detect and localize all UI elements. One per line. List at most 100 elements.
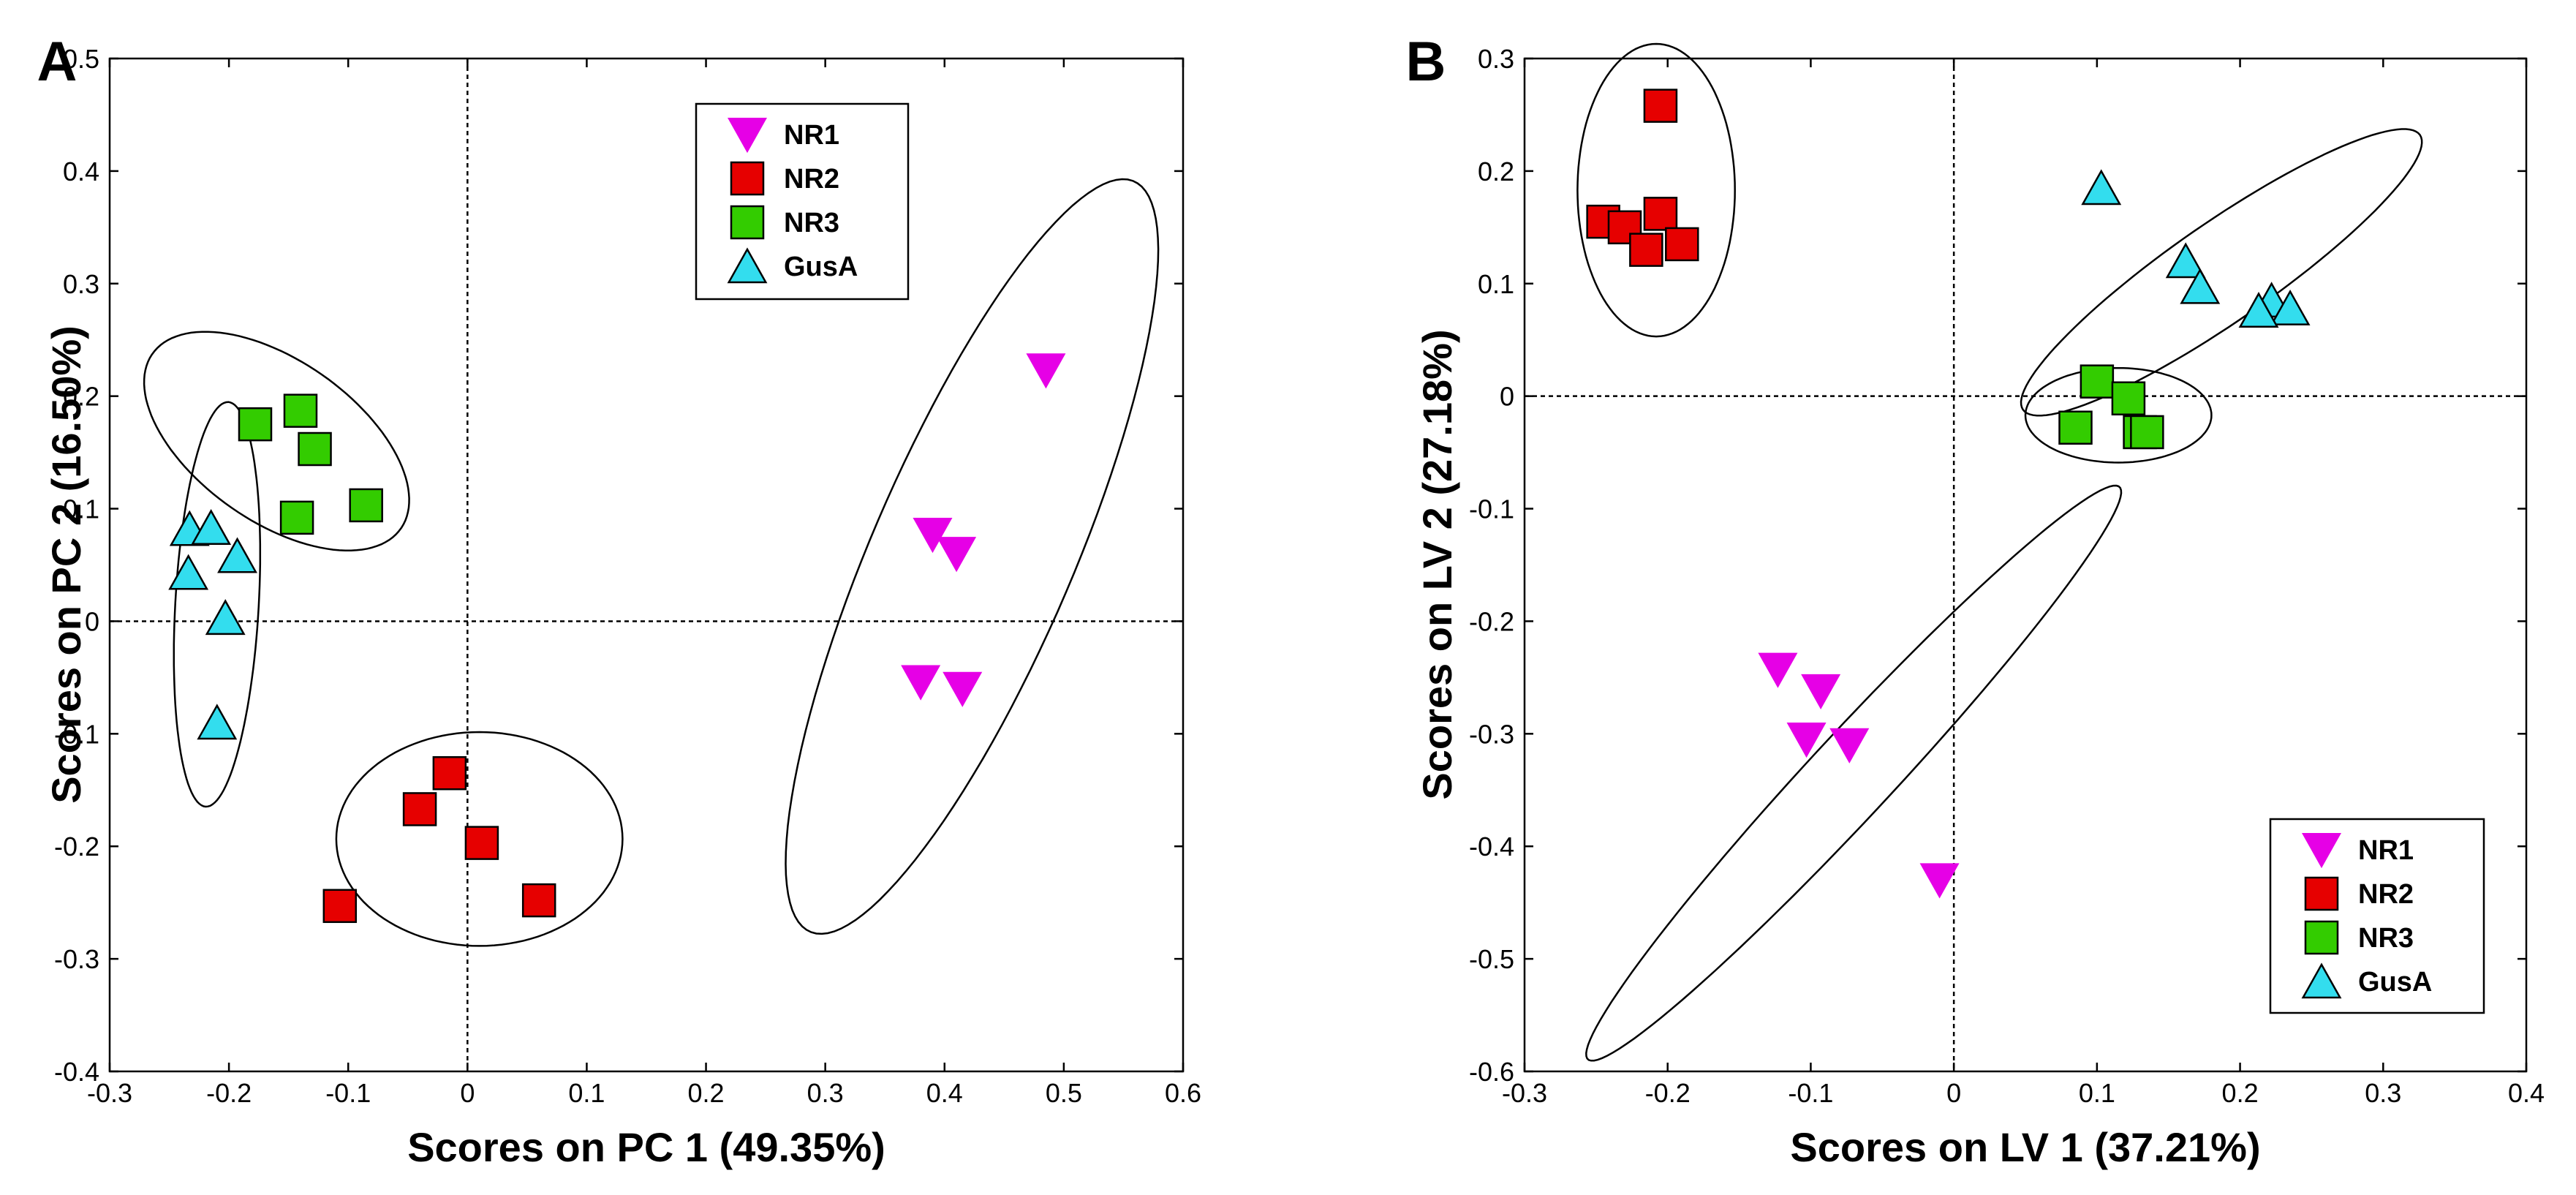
legend-marker-nr1 [727,118,768,154]
y-tick-label: 0.3 [63,269,99,299]
group-ellipse [335,731,624,947]
data-point-gusa [2270,289,2311,325]
legend-label-nr1: NR1 [2358,835,2414,866]
legend-label-nr3: NR3 [784,208,839,238]
x-tick-label: -0.1 [325,1078,371,1108]
x-tick-label: -0.3 [1502,1078,1547,1108]
data-point-nr3 [349,488,383,523]
data-point-gusa [205,599,246,636]
legend-marker-nr2 [2304,876,2339,911]
legend-label-nr3: NR3 [2358,923,2414,954]
x-tick-label: 0 [460,1078,475,1108]
x-tick-label: 0.6 [1165,1078,1201,1108]
legend-label-nr2: NR2 [2358,879,2414,910]
legend-box [2269,818,2485,1014]
group-ellipse [2024,366,2213,464]
data-point-gusa [2180,268,2221,304]
legend-marker-nr3 [2304,920,2339,955]
y-tick-label: -0.5 [1469,944,1514,974]
panel-label: B [1406,31,1446,93]
y-tick-label: 0.5 [63,44,99,74]
data-point-nr2 [1665,227,1699,262]
x-tick-label: -0.1 [1788,1078,1833,1108]
legend-marker-nr1 [2301,833,2342,869]
data-point-nr1 [943,671,983,707]
data-point-nr2 [402,792,437,826]
data-point-gusa [2081,169,2122,206]
data-point-gusa [217,537,257,573]
x-tick-label: 0.1 [568,1078,605,1108]
y-tick-label: -0.3 [1469,719,1514,749]
x-tick-label: 0.2 [2222,1078,2259,1108]
legend-marker-gusa [2301,962,2342,999]
data-point-nr3 [2080,364,2115,399]
data-point-nr2 [464,826,499,860]
y-tick-label: 0 [85,606,99,636]
group-ellipse [1576,42,1736,338]
x-tick-label: -0.2 [206,1078,252,1108]
legend-label-gusa: GusA [784,252,858,282]
legend-label-gusa: GusA [2358,967,2432,998]
y-axis-title: Scores on LV 2 (27.18%) [1414,329,1460,799]
x-axis-title: Scores on LV 1 (37.21%) [1790,1124,2260,1170]
data-point-nr2 [1629,233,1663,267]
data-point-nr1 [901,665,941,701]
data-point-gusa [2238,292,2279,328]
y-tick-label: -0.4 [54,1057,99,1087]
data-point-nr3 [298,431,332,467]
data-point-gusa [197,704,238,740]
plot-frame-a [108,57,1185,1073]
data-point-gusa [168,554,209,590]
chart-panel-a: -0.3 -0.2 -0.1 0 0.1 0.2 0.3 0.4 0.5 0.6-0.4-0.3-… [37,31,1201,1170]
x-tick-label: 0.1 [2079,1078,2115,1108]
data-point-nr2 [322,889,358,924]
data-point-nr1 [1919,863,1960,899]
data-point-nr2 [1643,88,1678,123]
y-tick-label: -0.1 [1469,494,1514,524]
x-tick-label: 0.3 [2365,1078,2401,1108]
x-tick-label: 0.4 [2508,1078,2545,1108]
legend-label-nr2: NR2 [784,164,839,195]
data-point-nr1 [937,537,977,573]
y-tick-label: 0 [1500,382,1514,412]
x-axis-title: Scores on PC 1 (49.35%) [407,1124,885,1170]
data-point-gusa [191,509,232,545]
data-point-nr1 [1026,353,1066,389]
data-point-nr1 [1801,674,1841,709]
legend-marker-gusa [727,247,768,284]
data-point-nr2 [1643,197,1678,231]
y-axis-title: Scores on PC 2 (16.50%) [43,325,89,804]
data-point-nr3 [2111,381,2146,415]
group-ellipse [1585,484,2123,1062]
y-tick-label: -0.1 [54,719,99,749]
data-point-nr1 [1786,723,1827,758]
y-tick-label: 0.2 [1478,157,1514,186]
x-tick-label: 0 [1946,1078,1961,1108]
data-point-nr3 [2058,410,2093,445]
group-ellipse [173,401,262,808]
y-tick-label: -0.2 [1469,606,1514,636]
legend-marker-nr3 [730,205,765,240]
y-tick-label: 0.2 [63,382,99,412]
y-tick-label: -0.4 [1469,832,1514,862]
data-point-nr1 [1758,652,1798,688]
data-point-nr2 [432,755,467,791]
data-point-nr2 [521,883,556,918]
y-tick-label: -0.3 [54,944,99,974]
y-tick-label: -0.6 [1469,1057,1514,1087]
y-tick-label: -0.2 [54,832,99,862]
legend-marker-nr2 [730,161,765,196]
data-point-nr3 [283,393,318,428]
data-point-nr1 [913,517,953,554]
data-point-nr3 [238,407,273,442]
x-tick-label: -0.2 [1645,1078,1691,1108]
panel-label: A [37,31,78,93]
data-point-nr1 [1829,728,1870,764]
data-point-gusa [2165,242,2206,279]
legend-box [695,102,910,301]
group-ellipse [785,178,1160,935]
x-tick-label: -0.3 [87,1078,132,1108]
y-tick-label: 0.1 [63,494,99,524]
x-tick-label: 0.2 [688,1078,725,1108]
